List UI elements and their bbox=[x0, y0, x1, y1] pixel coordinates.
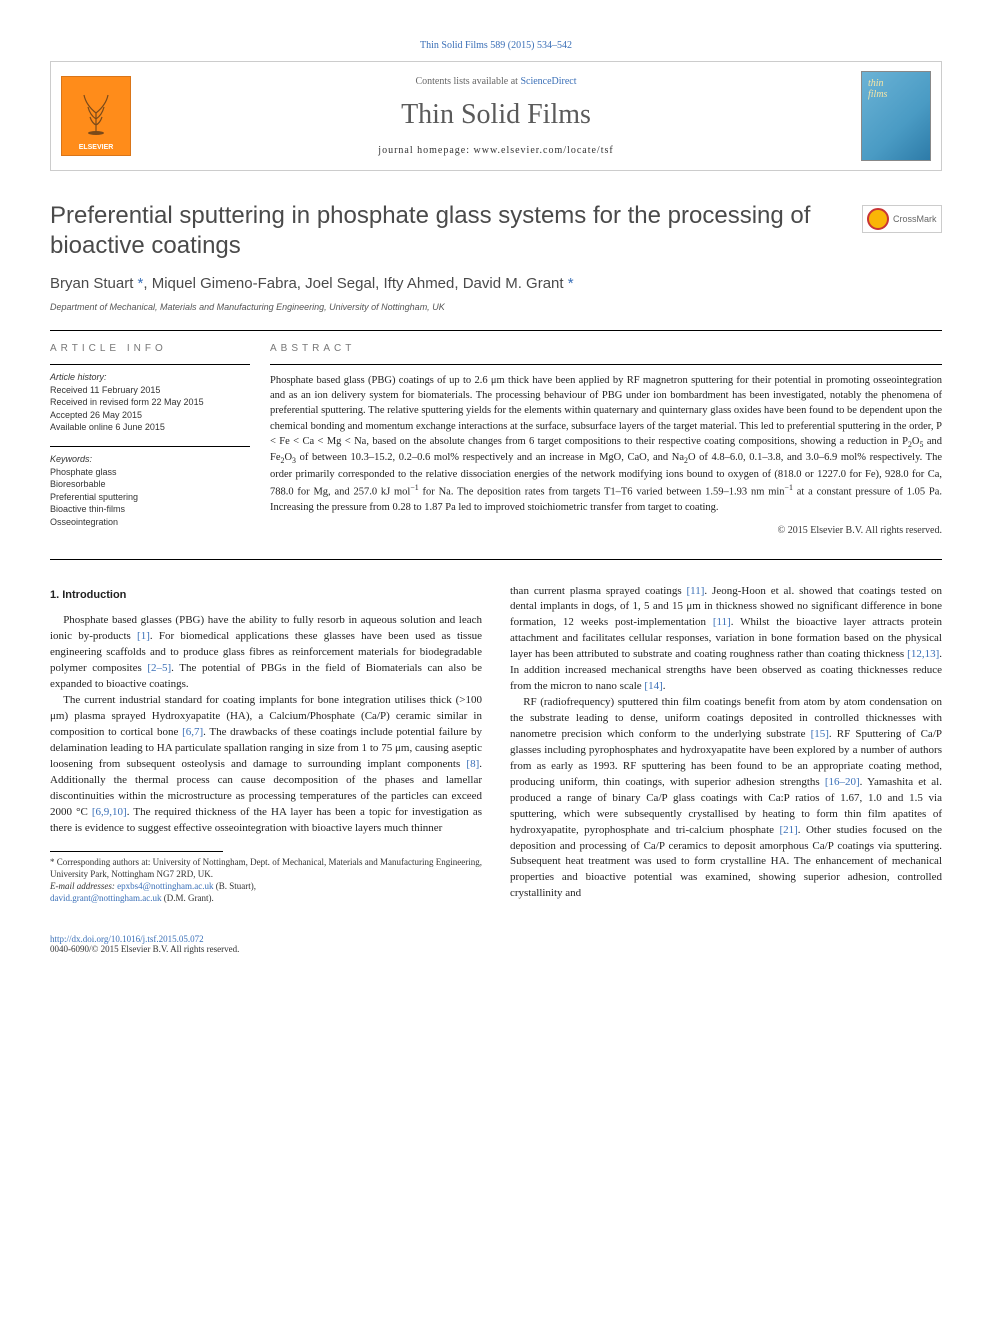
cover-line-1: thin bbox=[868, 78, 884, 89]
body-columns: 1. Introduction Phosphate based glasses … bbox=[50, 584, 942, 905]
keywords-block: Keywords: Phosphate glass Bioresorbable … bbox=[50, 446, 250, 529]
email-1-name: (B. Stuart), bbox=[213, 881, 256, 891]
contents-available-line: Contents lists available at ScienceDirec… bbox=[415, 76, 576, 87]
doi-link[interactable]: http://dx.doi.org/10.1016/j.tsf.2015.05.… bbox=[50, 934, 204, 944]
top-citation: Thin Solid Films 589 (2015) 534–542 bbox=[50, 40, 942, 51]
crossmark-icon bbox=[867, 208, 889, 230]
keyword-4: Osseointegration bbox=[50, 517, 118, 527]
cover-line-2: films bbox=[868, 89, 887, 100]
abstract-label: abstract bbox=[270, 343, 942, 354]
history-line-2: Accepted 26 May 2015 bbox=[50, 410, 142, 420]
email-2[interactable]: david.grant@nottingham.ac.uk bbox=[50, 893, 162, 903]
footnote-separator bbox=[50, 851, 223, 852]
article-info-column: article info Article history: Received 1… bbox=[50, 343, 270, 541]
divider-top bbox=[50, 330, 942, 331]
abstract-column: abstract Phosphate based glass (PBG) coa… bbox=[270, 343, 942, 541]
article-history-block: Article history: Received 11 February 20… bbox=[50, 364, 250, 434]
abstract-divider bbox=[270, 364, 942, 365]
history-line-1: Received in revised form 22 May 2015 bbox=[50, 397, 204, 407]
body-col-left: 1. Introduction Phosphate based glasses … bbox=[50, 584, 482, 905]
email-2-name: (D.M. Grant). bbox=[162, 893, 214, 903]
intro-p3: than current plasma sprayed coatings [11… bbox=[510, 584, 942, 696]
elsevier-label: ELSEVIER bbox=[79, 144, 114, 151]
keyword-1: Bioresorbable bbox=[50, 479, 106, 489]
email-footnote: E-mail addresses: epxbs4@nottingham.ac.u… bbox=[50, 880, 482, 904]
article-history-heading: Article history: bbox=[50, 372, 107, 382]
authors-line: Bryan Stuart *, Miquel Gimeno-Fabra, Joe… bbox=[50, 275, 942, 292]
crossmark-badge[interactable]: CrossMark bbox=[862, 205, 942, 233]
body-col-right: than current plasma sprayed coatings [11… bbox=[510, 584, 942, 905]
elsevier-logo: ELSEVIER bbox=[61, 76, 131, 156]
publisher-logo-cell: ELSEVIER bbox=[51, 62, 141, 170]
sciencedirect-link[interactable]: ScienceDirect bbox=[520, 76, 576, 87]
email-1[interactable]: epxbs4@nottingham.ac.uk bbox=[117, 881, 213, 891]
issn-line: 0040-6090/© 2015 Elsevier B.V. All right… bbox=[50, 944, 239, 954]
intro-p4: RF (radiofrequency) sputtered thin film … bbox=[510, 695, 942, 902]
history-line-0: Received 11 February 2015 bbox=[50, 385, 160, 395]
corresponding-footnote: * Corresponding authors at: University o… bbox=[50, 856, 482, 880]
crossmark-label: CrossMark bbox=[893, 214, 937, 224]
section-heading-1: 1. Introduction bbox=[50, 588, 482, 604]
footer-block: http://dx.doi.org/10.1016/j.tsf.2015.05.… bbox=[50, 934, 942, 954]
email-label: E-mail addresses: bbox=[50, 881, 117, 891]
divider-bottom bbox=[50, 559, 942, 560]
contents-prefix: Contents lists available at bbox=[415, 76, 520, 87]
history-line-3: Available online 6 June 2015 bbox=[50, 422, 165, 432]
keywords-heading: Keywords: bbox=[50, 454, 92, 464]
keyword-3: Bioactive thin-films bbox=[50, 504, 125, 514]
journal-cover: thin films bbox=[861, 71, 931, 161]
keyword-0: Phosphate glass bbox=[50, 467, 117, 477]
journal-header: ELSEVIER Contents lists available at Sci… bbox=[50, 61, 942, 171]
article-title: Preferential sputtering in phosphate gla… bbox=[50, 201, 842, 261]
intro-p1: Phosphate based glasses (PBG) have the a… bbox=[50, 613, 482, 693]
abstract-text: Phosphate based glass (PBG) coatings of … bbox=[270, 373, 942, 515]
journal-cover-cell: thin films bbox=[851, 62, 941, 170]
keyword-2: Preferential sputtering bbox=[50, 492, 138, 502]
article-info-label: article info bbox=[50, 343, 250, 354]
intro-p2: The current industrial standard for coat… bbox=[50, 693, 482, 836]
header-center: Contents lists available at ScienceDirec… bbox=[141, 62, 851, 170]
journal-homepage: journal homepage: www.elsevier.com/locat… bbox=[378, 145, 613, 156]
abstract-copyright: © 2015 Elsevier B.V. All rights reserved… bbox=[270, 525, 942, 536]
journal-cover-title: thin films bbox=[868, 78, 887, 100]
journal-title: Thin Solid Films bbox=[401, 99, 591, 131]
elsevier-tree-icon bbox=[76, 85, 116, 135]
affiliation: Department of Mechanical, Materials and … bbox=[50, 302, 942, 312]
